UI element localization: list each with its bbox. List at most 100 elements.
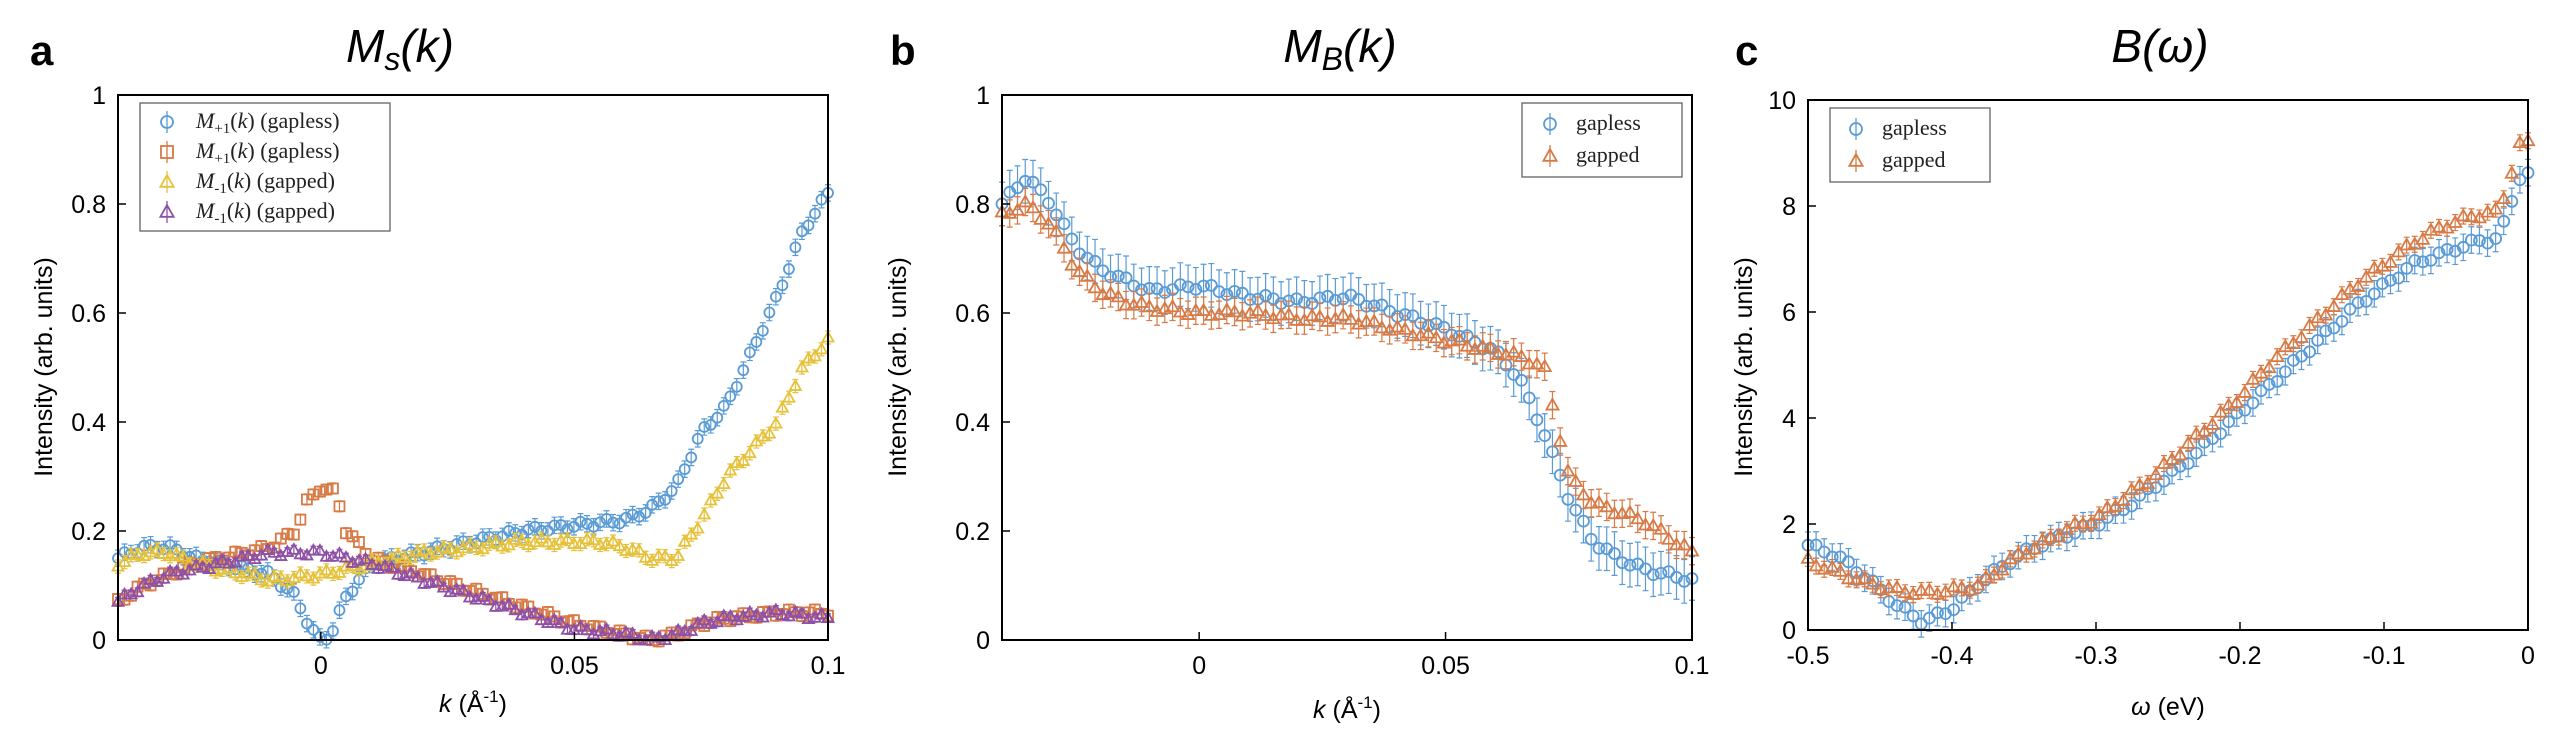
data-point (1181, 280, 1195, 294)
errorbar (1099, 280, 1106, 310)
errorbar (1650, 552, 1657, 598)
panel-b-xlabel: k (Å-1) (1313, 693, 1381, 724)
panel-a-frame (117, 94, 829, 641)
data-point (333, 604, 346, 617)
errorbar (1301, 306, 1308, 335)
data-point (1889, 579, 1905, 593)
data-point (723, 462, 738, 476)
data-point (2463, 208, 2479, 223)
data-point (2350, 278, 2366, 292)
data-point (1490, 346, 1506, 360)
data-point (364, 557, 380, 570)
data-point (2026, 540, 2043, 555)
data-point (1865, 576, 1881, 590)
data-point (762, 426, 777, 439)
data-point (176, 549, 191, 562)
data-point (320, 483, 333, 496)
data-point (1552, 433, 1568, 447)
errorbar (1130, 291, 1137, 320)
data-point (1197, 279, 1210, 293)
errorbar (1177, 297, 1184, 327)
data-point (775, 607, 790, 621)
errorbar (1386, 316, 1393, 345)
data-point (1259, 289, 1272, 302)
data-point (1389, 319, 1405, 333)
data-point (130, 547, 145, 560)
data-point (2261, 359, 2277, 374)
panel-a-ticks: 0 0.05 0.1 0 0.2 0.4 0.6 0.8 1 (71, 82, 845, 680)
y-tick-label: 0.2 (955, 518, 990, 546)
data-point (2132, 476, 2148, 491)
data-point (482, 592, 497, 606)
data-point (1088, 254, 1102, 268)
panel-c-legend: gapless gapped (1829, 107, 1991, 183)
data-point (521, 605, 536, 619)
data-point (815, 193, 828, 206)
data-point (691, 432, 704, 445)
data-point (1809, 538, 1823, 552)
data-point (2473, 234, 2486, 247)
data-point (281, 527, 294, 540)
data-point (730, 380, 743, 393)
data-point (1946, 578, 1962, 593)
errorbar (1185, 300, 1192, 329)
errorbar (2436, 238, 2443, 267)
data-point (1040, 216, 1057, 230)
y-tick-label: 8 (1782, 193, 1796, 221)
data-point (2375, 277, 2389, 291)
errorbar (1634, 504, 1641, 534)
errorbar (2468, 226, 2475, 254)
data-point (1118, 296, 1134, 311)
y-tick-label: 0 (92, 627, 106, 655)
data-point (2399, 236, 2415, 251)
data-point (488, 534, 503, 548)
data-point (684, 623, 699, 636)
errorbar (336, 500, 343, 513)
errorbar (1526, 349, 1533, 379)
data-point (1405, 327, 1421, 342)
data-point (698, 421, 711, 433)
data-point (613, 517, 626, 530)
data-point (809, 207, 821, 220)
data-point (2431, 219, 2447, 233)
errorbar (1115, 282, 1122, 312)
errorbar (1037, 205, 1044, 234)
data-point (2212, 404, 2229, 418)
data-point (710, 614, 725, 628)
panel-b-ticks: 0 0.05 0.1 0 0.2 0.4 0.6 0.8 1 (955, 82, 1709, 680)
data-point (1188, 302, 1204, 317)
errorbar (1634, 541, 1641, 587)
panel-letter-b: b (890, 27, 916, 74)
data-point (1513, 348, 1530, 362)
data-point (1343, 311, 1359, 325)
data-point (1219, 301, 1235, 316)
errorbar (2217, 419, 2224, 448)
data-point (2318, 307, 2334, 321)
data-point (391, 547, 406, 560)
data-point (2051, 528, 2067, 543)
y-tick-label: 4 (1782, 405, 1796, 433)
panel-a-legend: M+1(k) (gapless) M+1(k) (gapless) M-1(k)… (139, 102, 391, 232)
errorbar (1355, 310, 1362, 339)
data-point (1451, 332, 1468, 346)
title-a: Ms(k) (346, 20, 454, 77)
data-point (1954, 579, 1970, 594)
data-point (2351, 296, 2365, 310)
data-point (2278, 365, 2292, 379)
data-point (333, 500, 346, 513)
data-point (2505, 195, 2519, 208)
errorbar (1239, 301, 1246, 331)
data-point (241, 548, 256, 561)
data-point (384, 560, 399, 573)
panel-a-series-3 (110, 329, 836, 589)
data-point (1025, 199, 1041, 214)
data-point (626, 508, 639, 521)
data-point (143, 572, 158, 585)
panel-a-legend-box (139, 102, 391, 232)
data-point (625, 542, 640, 555)
data-point (2262, 378, 2276, 391)
data-point (2319, 324, 2333, 338)
data-point (1056, 240, 1072, 254)
errorbar (1324, 307, 1331, 336)
data-point (711, 411, 724, 424)
